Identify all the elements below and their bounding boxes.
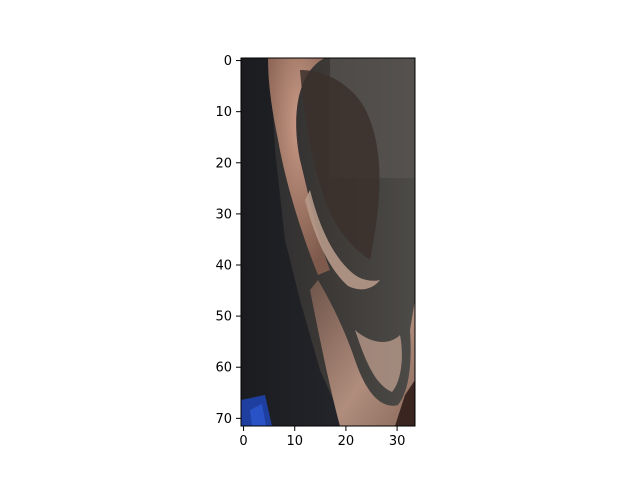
y-tick-label: 50 (215, 310, 232, 325)
y-tick-label: 0 (224, 54, 232, 69)
y-tick-label: 10 (215, 105, 232, 120)
x-tick-label: 30 (389, 434, 406, 449)
y-tick-label: 70 (215, 412, 232, 427)
y-tick-label: 30 (215, 207, 232, 222)
x-axis: 0 10 20 30 (239, 426, 405, 449)
y-tick-label: 40 (215, 259, 232, 274)
axes-frame (240, 57, 416, 427)
x-tick-label: 10 (286, 434, 303, 449)
x-tick-label: 0 (239, 434, 247, 449)
y-tick-label: 20 (215, 156, 232, 171)
y-tick-label: 60 (215, 361, 232, 376)
x-tick-label: 20 (338, 434, 355, 449)
y-axis: 0 10 20 30 40 50 60 70 (215, 54, 241, 427)
ear-photo (241, 58, 415, 426)
